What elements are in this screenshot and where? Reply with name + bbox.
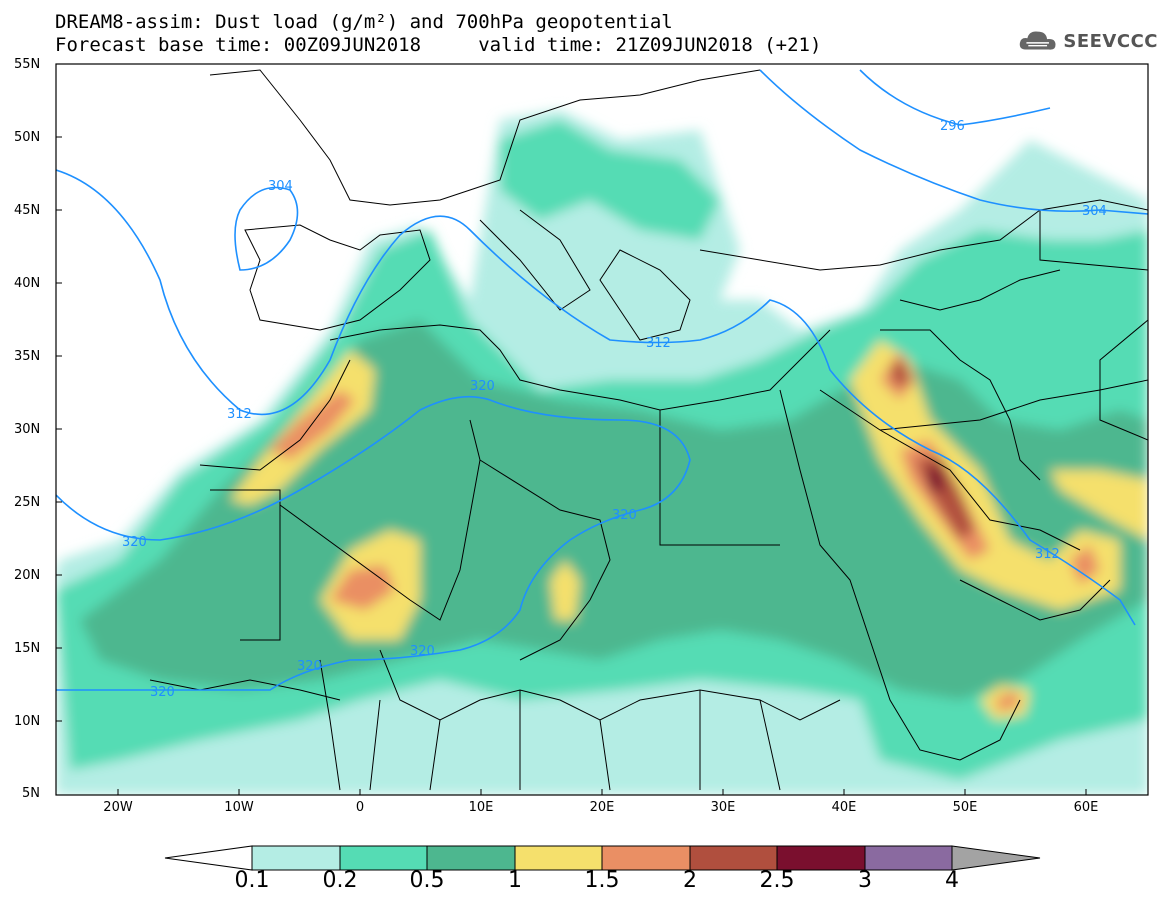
contour-label: 312 <box>1035 547 1060 562</box>
contour-296-north <box>859 69 1051 126</box>
map-title: DREAM8-assim: Dust load (g/m²) and 700hP… <box>55 11 673 33</box>
lat-label: 5N <box>22 786 40 801</box>
dust-1.5-sahara <box>330 565 395 610</box>
contour-304-east <box>759 69 1148 215</box>
colorbar-label: 0.2 <box>322 868 358 893</box>
dust-load-field <box>56 110 1148 795</box>
dust-1-gulf <box>1050 470 1148 540</box>
colorbar-label: 2 <box>683 868 697 893</box>
colorbar-label: 4 <box>945 868 959 893</box>
contour-label: 296 <box>940 119 965 134</box>
colorbar-swatch <box>251 845 341 871</box>
dust-2-region <box>890 360 975 540</box>
contour-labels: 304 312 320 320 320 320 320 296 304 312 … <box>122 119 1107 674</box>
contour-label: 320 <box>150 685 175 700</box>
colorbar-swatch <box>776 845 866 871</box>
dust-1-arabia <box>850 340 1120 610</box>
contour-label: 304 <box>1082 204 1107 219</box>
lat-label: 35N <box>14 349 41 364</box>
lon-label: 10W <box>224 800 254 815</box>
lon-label: 30E <box>710 800 736 815</box>
colorbar-above-arrow <box>951 845 1041 871</box>
dust-1.5-oman <box>995 545 1100 712</box>
lon-label: 20E <box>589 800 615 815</box>
colorbar-label: 3 <box>858 868 872 893</box>
colorbar-swatch <box>689 845 778 871</box>
colorbar <box>164 845 1041 871</box>
colorbar-label: 0.1 <box>234 868 270 893</box>
contour-label: 320 <box>122 535 147 550</box>
contour-320-west <box>56 395 691 691</box>
dust-1.5-region <box>270 390 355 460</box>
lon-label: 10E <box>468 800 494 815</box>
lon-label: 20W <box>103 800 133 815</box>
colorbar-swatch <box>514 845 603 871</box>
colorbar-swatch <box>601 845 691 871</box>
logo-text: SEEVCCC <box>1063 30 1158 52</box>
axis-ticks <box>56 63 1087 795</box>
lat-label: 40N <box>14 276 41 291</box>
contour-label: 312 <box>646 336 671 351</box>
cloud-icon <box>1019 31 1056 50</box>
lat-label: 50N <box>14 130 41 145</box>
seevccc-logo: SEEVCCC <box>1018 24 1158 58</box>
colorbar-label: 1.5 <box>584 868 620 893</box>
lat-label: 45N <box>14 203 41 218</box>
colorbar-label: 0.5 <box>409 868 445 893</box>
lat-label: 15N <box>14 641 41 656</box>
lat-label: 10N <box>14 714 41 729</box>
map-subtitle: Forecast base time: 00Z09JUN2018 valid t… <box>55 34 822 56</box>
lon-label: 60E <box>1073 800 1099 815</box>
colorbar-label: 1 <box>508 868 522 893</box>
colorbar-swatch <box>426 845 516 871</box>
colorbar-swatch <box>864 845 953 871</box>
country-borders <box>149 69 1148 791</box>
colorbar-label: 2.5 <box>759 868 795 893</box>
lon-label: 0 <box>355 800 365 815</box>
lon-label: 50E <box>952 800 978 815</box>
contour-312-west <box>56 169 1136 626</box>
dust-2.5-region <box>925 468 945 492</box>
colorbar-below-arrow <box>164 845 253 871</box>
contour-label: 320 <box>470 379 495 394</box>
lat-label: 25N <box>14 495 41 510</box>
contour-304-west <box>234 186 299 271</box>
lat-label: 20N <box>14 568 41 583</box>
lon-label: 40E <box>831 800 857 815</box>
contour-label: 304 <box>268 179 293 194</box>
geopotential-contours <box>56 69 1148 691</box>
dust-1-chad <box>550 560 580 620</box>
colorbar-swatch <box>339 845 428 871</box>
dust-0.2-europe <box>500 120 720 240</box>
contour-label: 320 <box>612 508 637 523</box>
lat-label: 55N <box>14 57 41 72</box>
contour-label: 320 <box>410 644 435 659</box>
lat-label: 30N <box>14 422 41 437</box>
contour-label: 312 <box>227 407 252 422</box>
contour-label: 320 <box>297 659 322 674</box>
